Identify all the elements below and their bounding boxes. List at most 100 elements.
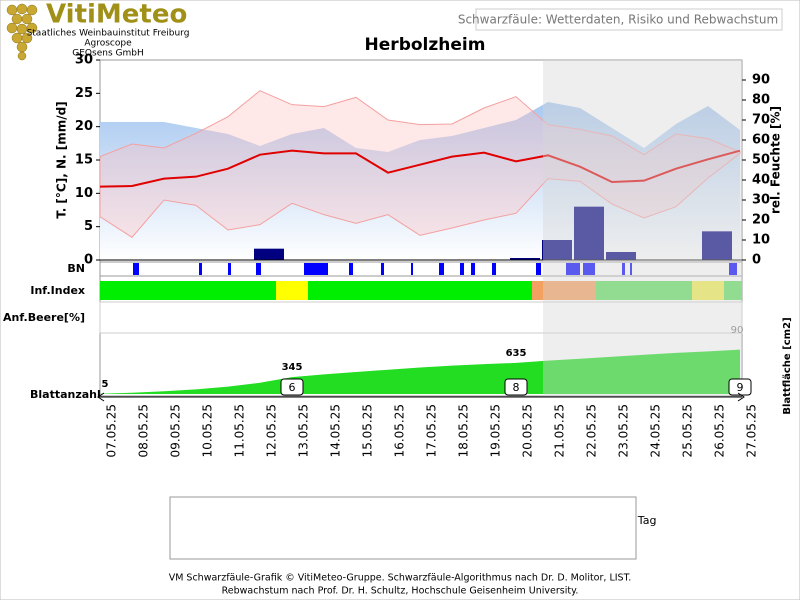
x-tick-label: 16.05.25 [393, 404, 407, 457]
inf-index-cell [276, 281, 308, 300]
leaf-wetness [381, 263, 384, 275]
leaf-wetness [439, 263, 444, 275]
inf-index-cell [564, 281, 596, 300]
leaf-area-label: 635 [506, 348, 527, 359]
y2-tick-label: 20 [752, 213, 770, 228]
inf-index-cell [116, 281, 148, 300]
leaf-wetness [471, 263, 475, 275]
annotation: 90 [731, 325, 744, 336]
precipitation-bar [606, 252, 636, 260]
leaf-wetness [199, 263, 202, 275]
strip-label: BN [67, 262, 85, 275]
precipitation-bar [254, 248, 284, 260]
y-tick-label: 15 [75, 153, 93, 168]
y2-tick-label: 90 [752, 73, 770, 88]
x-tick-label: 09.05.25 [169, 404, 183, 457]
subtitle: Schwarzfäule: Wetterdaten, Risiko und Re… [458, 13, 778, 27]
y2-tick-label: 50 [752, 153, 770, 168]
y-tick-label: 30 [75, 53, 93, 68]
leaf-count-box [504, 378, 528, 396]
logo-grapes [6, 3, 38, 61]
leaf-wetness [304, 263, 328, 275]
inf-index-cell [692, 281, 724, 300]
inf-index-cell [500, 281, 532, 300]
y-tick-label: 5 [84, 219, 93, 234]
precipitation-bar [542, 240, 572, 260]
leaf-count-label: 8 [513, 381, 520, 394]
x-tick-label: 23.05.25 [617, 404, 631, 457]
x-tick-label: 07.05.25 [105, 404, 119, 457]
temp-avg-line [100, 149, 741, 188]
inf-index-cell [724, 281, 742, 300]
leaf-wetness [256, 263, 261, 275]
strip-label: Inf.Index [30, 284, 85, 297]
leaf-wetness [228, 263, 231, 275]
inf-index-cell [436, 281, 468, 300]
inf-index-cell [404, 281, 436, 300]
leaf-wetness [349, 263, 353, 275]
leaf-wetness [536, 263, 541, 275]
org: Agroscope [84, 39, 132, 49]
y2-tick-label: 10 [752, 233, 770, 248]
x-tick-label: 24.05.25 [649, 404, 663, 457]
main-plot [100, 90, 741, 260]
x-tick-label: 25.05.25 [681, 404, 695, 457]
anf-beere-strip [99, 301, 743, 334]
leaf-wetness [583, 263, 595, 275]
x-tick-label: 22.05.25 [585, 404, 599, 457]
leaf-count-label: 6 [289, 381, 296, 394]
leaf-count-box [728, 378, 752, 396]
x-tick-label: 13.05.25 [297, 404, 311, 457]
x-tick-label: 08.05.25 [137, 404, 151, 457]
y2-tick-label: 40 [752, 173, 770, 188]
logo-text: VitiMeteo [46, 0, 187, 30]
strip-label: Blattanzahl [30, 388, 101, 401]
leaf-area-label: 5 [102, 379, 109, 390]
y2-tick-label: 0 [752, 253, 761, 268]
x-axis-arrow [97, 392, 745, 402]
chart-title: Herbolzheim [365, 35, 486, 55]
leaf-axis-title: Blattfläche [cm2] [782, 317, 793, 414]
inf-index-cell [180, 281, 212, 300]
inf-index-cell [596, 281, 628, 300]
leaf-wetness [622, 263, 625, 275]
org: Staatliches Weinbauinstitut Freiburg [27, 29, 190, 39]
y-tick-label: 10 [75, 186, 93, 201]
y2-axis-title: rel. Feuchte [%] [769, 106, 783, 214]
y2-tick-label: 70 [752, 113, 770, 128]
inf-index-cell [100, 281, 116, 300]
y-tick-label: 0 [84, 253, 93, 268]
leaf-wetness [133, 263, 139, 275]
x-tick-label: 11.05.25 [233, 404, 247, 457]
leaf-count-label: 9 [737, 381, 744, 394]
leaf-wetness [411, 263, 413, 275]
x-tick-label: 26.05.25 [713, 404, 727, 457]
y-tick-label: 25 [75, 86, 93, 101]
inf-index-cell [148, 281, 180, 300]
inf-index-cell [244, 281, 276, 300]
x-tick-label: 19.05.25 [489, 404, 503, 457]
leaf-wetness [566, 263, 580, 275]
org: GEOsens GmbH [72, 49, 143, 59]
leaf-count-box [280, 378, 304, 396]
y2-tick-label: 60 [752, 133, 770, 148]
leaf-area-label: 345 [282, 362, 303, 373]
inf-index-cell [308, 281, 340, 300]
inf-index-cell [628, 281, 660, 300]
leaf-wetness [729, 263, 737, 275]
y-axis-title: T. [°C], N. [mm/d] [55, 101, 69, 218]
strip-label: Anf.Beere[%] [3, 311, 85, 324]
footer: VM Schwarzfäule-Grafik © VitiMeteo-Grupp… [169, 573, 632, 584]
x-tick-label: 14.05.25 [329, 404, 343, 457]
inf-index-cell [340, 281, 372, 300]
y2-tick-label: 30 [752, 193, 770, 208]
leaf-area [100, 349, 740, 394]
leaf-wetness [492, 263, 496, 275]
inf-index-cell [660, 281, 692, 300]
x-tick-label: 18.05.25 [457, 404, 471, 457]
legend-box [169, 496, 637, 560]
precipitation-bar [574, 206, 604, 260]
y2-tick-label: 80 [752, 93, 770, 108]
x-tick-label: 17.05.25 [425, 404, 439, 457]
